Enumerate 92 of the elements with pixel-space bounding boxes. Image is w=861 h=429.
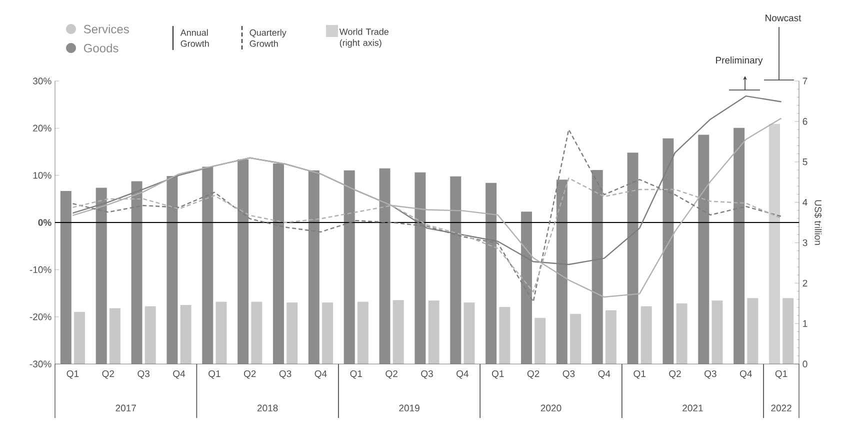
bar [428,300,440,364]
x-tick-label: Q4 [740,370,752,379]
bar [486,182,497,364]
x-tick-label: Q3 [562,370,575,379]
bar [712,300,723,364]
y2-tick-label: 7 [802,78,808,84]
legend-label: Services [84,24,129,34]
bar [768,124,780,364]
bar [464,302,475,364]
bar [286,302,298,364]
x-tick-label: Q4 [173,370,186,379]
bar [202,166,214,364]
bar [698,134,710,364]
x-tick-label: Q2 [386,370,398,379]
x-tick-label: Q3 [279,370,292,379]
text: 2018 [257,404,278,412]
x-tick-label: Q3 [421,370,433,379]
x-tick-label: Q4 [314,370,327,379]
text: World Trade (right axis) [339,28,388,48]
x-tick-label: Q1 [775,370,788,379]
x-tick-label: Q1 [492,370,504,379]
text: 2021 [682,404,703,412]
bar [640,306,652,364]
x-tick-label: Q1 [350,370,362,379]
bar [308,170,320,364]
bar [180,304,192,364]
bar [676,303,688,364]
y2-tick-label: 6 [802,118,808,125]
bar [344,170,355,364]
bar [414,172,426,364]
text: Quarterly Growth [250,29,286,47]
y2-axis-title: US$ trillion [814,200,822,245]
bar [357,302,368,364]
text: 2022 [771,404,792,412]
bar [272,163,284,364]
y-tick-label: -30% [30,360,52,368]
bar [379,168,390,364]
bar [534,318,546,364]
bar [499,306,510,364]
bar [556,180,568,364]
y2-tick-label: 1 [803,320,808,327]
y-tick-label: 20% [33,124,52,132]
y2-tick-label: 0 [802,360,808,368]
y2-tick-label: 3 [802,239,808,246]
x-tick-label: Q3 [704,370,716,379]
y2-tick-label: 4 [802,199,808,206]
x-tick-label: Q2 [244,370,256,379]
y-tick-label: -10% [30,266,52,274]
text: Annual Growth [180,29,209,47]
x-tick-label: Q2 [669,370,681,379]
x-tick-label: Q1 [208,370,220,379]
bar [60,190,72,364]
bar [238,159,249,364]
y-tick-label: -20% [30,313,52,320]
y2-tick-label: 5 [802,158,808,166]
bar [322,302,334,364]
bar [450,176,462,364]
x-tick-label: Q1 [66,370,79,379]
bar [251,302,262,364]
x-tick-label: Q4 [456,370,468,379]
text: 2020 [540,404,562,412]
bar [782,298,794,364]
bar [747,298,758,364]
y-tick-label: 30% [32,78,52,84]
y-tick-label: 10% [33,172,52,179]
bar [131,181,142,364]
x-tick-label: Q2 [527,370,540,379]
bar [109,308,120,364]
y2-tick-label: 2 [802,280,808,286]
text: Preliminary [716,56,763,66]
bar [734,128,745,364]
bar [662,138,674,364]
bar [392,300,404,364]
y-tick-label: 0% [38,219,52,226]
text: Nowcast [766,14,802,22]
bar [166,176,178,364]
bar [96,188,107,364]
x-tick-label: Q1 [634,370,646,379]
bar [144,306,156,364]
bar [74,312,86,364]
bar [216,302,227,364]
text: 2017 [116,404,136,412]
x-tick-label: Q2 [102,370,114,379]
text: 2019 [399,404,420,412]
bar [592,170,603,364]
x-tick-label: Q4 [598,370,610,379]
x-tick-label: Q3 [138,370,150,379]
bar [605,310,616,364]
legend-label: Goods [84,44,118,52]
bar [627,152,638,364]
bar [520,212,532,364]
bar [570,314,582,364]
